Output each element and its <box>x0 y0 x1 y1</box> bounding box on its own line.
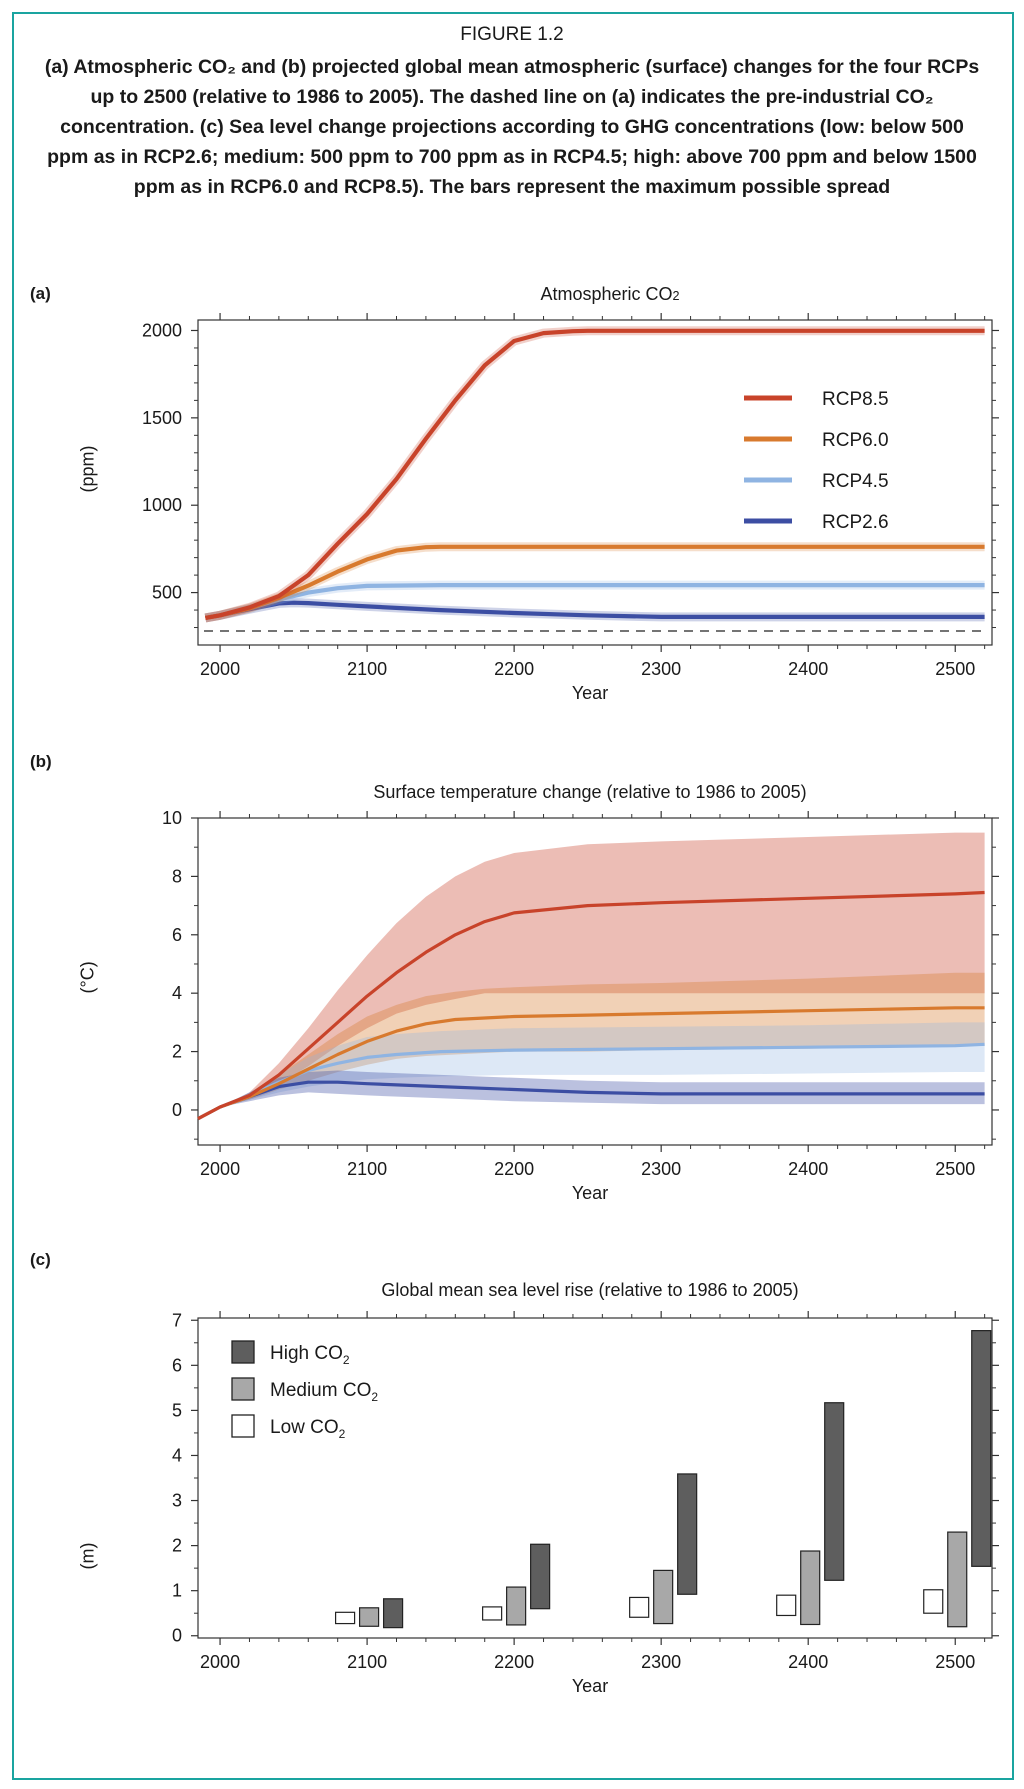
chart-b-xtick-label: 2500 <box>935 1159 975 1179</box>
chart-c-legend-swatch-high <box>231 1340 255 1364</box>
chart-c-bar-medium-2100 <box>358 1607 380 1627</box>
figure-label: FIGURE 1.2 <box>460 24 564 45</box>
chart-a-ytick-label: 500 <box>152 583 182 603</box>
chart-c-legend-swatch-medium <box>231 1377 255 1401</box>
chart-c-bar-high-2200 <box>530 1543 551 1610</box>
chart-c-ytick-label: 5 <box>172 1400 182 1420</box>
chart-b-series-RCP8.5 <box>197 890 985 1121</box>
chart-c-legend-swatch-low <box>231 1414 255 1438</box>
panel-b-ylabel: (°C) <box>77 961 98 994</box>
chart-c-ytick-label: 4 <box>172 1445 182 1465</box>
chart-c-ytick-label: 3 <box>172 1491 182 1511</box>
panel-b-letter: (b) <box>30 752 52 771</box>
chart-c-ytick-label: 0 <box>172 1626 182 1646</box>
chart-b-plot-frame <box>197 817 993 1146</box>
chart-a-series-RCP2.6 <box>205 600 985 620</box>
chart-b-band-RCP2.6 <box>198 1070 985 1119</box>
chart-c-xtick-label: 2500 <box>935 1652 975 1672</box>
chart-c-bar-medium-2500 <box>947 1531 968 1628</box>
chart-b-ytick-label: 8 <box>172 866 182 886</box>
chart-a-legend-label: RCP4.5 <box>822 471 889 492</box>
chart-c-bar-high-2500 <box>971 1330 992 1567</box>
chart-a-ytick-label: 2000 <box>142 320 182 340</box>
chart-c-ytick-label: 6 <box>172 1355 182 1375</box>
chart-b-ytick-label: 4 <box>172 983 182 1003</box>
chart-a-xtick-label: 2400 <box>788 659 828 679</box>
chart-c-bar-medium-2400 <box>800 1550 821 1626</box>
chart-c-xtick-label: 2100 <box>347 1652 387 1672</box>
chart-a-legend-label: RCP6.0 <box>822 430 889 451</box>
panel-c-ylabel: (m) <box>77 1542 98 1570</box>
panel-a-xlabel: Year <box>571 683 609 703</box>
chart-c-legend-label: Low CO2 <box>270 1417 346 1441</box>
chart-b-ytick-label: 6 <box>172 925 182 945</box>
chart-b-xtick-label: 2200 <box>494 1159 534 1179</box>
chart-c-bar-low-2100 <box>334 1611 356 1625</box>
panel-c-xlabel: Year <box>571 1676 609 1696</box>
chart-b-ytick-label: 0 <box>172 1100 182 1120</box>
chart-c-legend-label: High CO2 <box>270 1343 350 1367</box>
chart-c-ytick-label: 1 <box>172 1581 182 1601</box>
chart-c-xtick-label: 2200 <box>494 1652 534 1672</box>
panel-a-letter: (a) <box>30 284 51 303</box>
chart-c-bar-low-2500 <box>923 1589 944 1614</box>
chart-a-ytick-label: 1000 <box>142 495 182 515</box>
chart-a-plot-frame <box>197 319 993 646</box>
chart-c-bar-high-2300 <box>677 1473 698 1595</box>
chart-c-ytick-label: 2 <box>172 1536 182 1556</box>
chart-c-ytick-label: 7 <box>172 1310 182 1330</box>
chart-c-plot-frame <box>197 1317 993 1639</box>
chart-c-bar-low-2200 <box>482 1606 503 1621</box>
chart-a-ytick-label: 1500 <box>142 408 182 428</box>
chart-c-xtick-label: 2300 <box>641 1652 681 1672</box>
figure-frame <box>12 12 1014 1780</box>
chart-a-xtick-label: 2000 <box>200 659 240 679</box>
chart-c-bar-high-2400 <box>824 1402 845 1581</box>
chart-c-bar-medium-2200 <box>506 1586 527 1626</box>
chart-a-legend-label: RCP2.6 <box>822 512 889 533</box>
panel-b-title: Surface temperature change (relative to … <box>373 782 807 802</box>
chart-c-xtick-label: 2400 <box>788 1652 828 1672</box>
chart-a-xtick-label: 2500 <box>935 659 975 679</box>
chart-b-band-RCP6.0 <box>198 972 985 1119</box>
panel-a-title: Atmospheric CO2 <box>540 284 680 304</box>
chart-b-band-RCP8.5 <box>198 832 985 1119</box>
chart-a-series-RCP8.5 <box>205 328 985 620</box>
chart-c-bar-high-2100 <box>382 1598 404 1629</box>
figure-caption: (a) Atmospheric CO₂ and (b) projected gl… <box>44 56 980 198</box>
chart-b-xtick-label: 2100 <box>347 1159 387 1179</box>
chart-b-ytick-label: 2 <box>172 1042 182 1062</box>
chart-b-series-RCP6.0 <box>197 1006 985 1121</box>
chart-c-xtick-label: 2000 <box>200 1652 240 1672</box>
chart-b-ytick-label: 10 <box>162 808 182 828</box>
panel-c-letter: (c) <box>30 1250 51 1269</box>
chart-c-bar-low-2400 <box>776 1594 797 1617</box>
chart-a-legend-label: RCP8.5 <box>822 389 889 410</box>
panel-b-xlabel: Year <box>571 1183 609 1203</box>
chart-a-xtick-label: 2100 <box>347 659 387 679</box>
chart-c-bar-low-2300 <box>629 1596 650 1618</box>
chart-b-xtick-label: 2300 <box>641 1159 681 1179</box>
chart-a-xtick-label: 2200 <box>494 659 534 679</box>
chart-b-xtick-label: 2000 <box>200 1159 240 1179</box>
chart-c-legend-label: Medium CO2 <box>270 1380 378 1404</box>
chart-c-bar-medium-2300 <box>653 1569 674 1625</box>
chart-b-xtick-label: 2400 <box>788 1159 828 1179</box>
panel-c-title: Global mean sea level rise (relative to … <box>381 1280 799 1300</box>
chart-a-xtick-label: 2300 <box>641 659 681 679</box>
